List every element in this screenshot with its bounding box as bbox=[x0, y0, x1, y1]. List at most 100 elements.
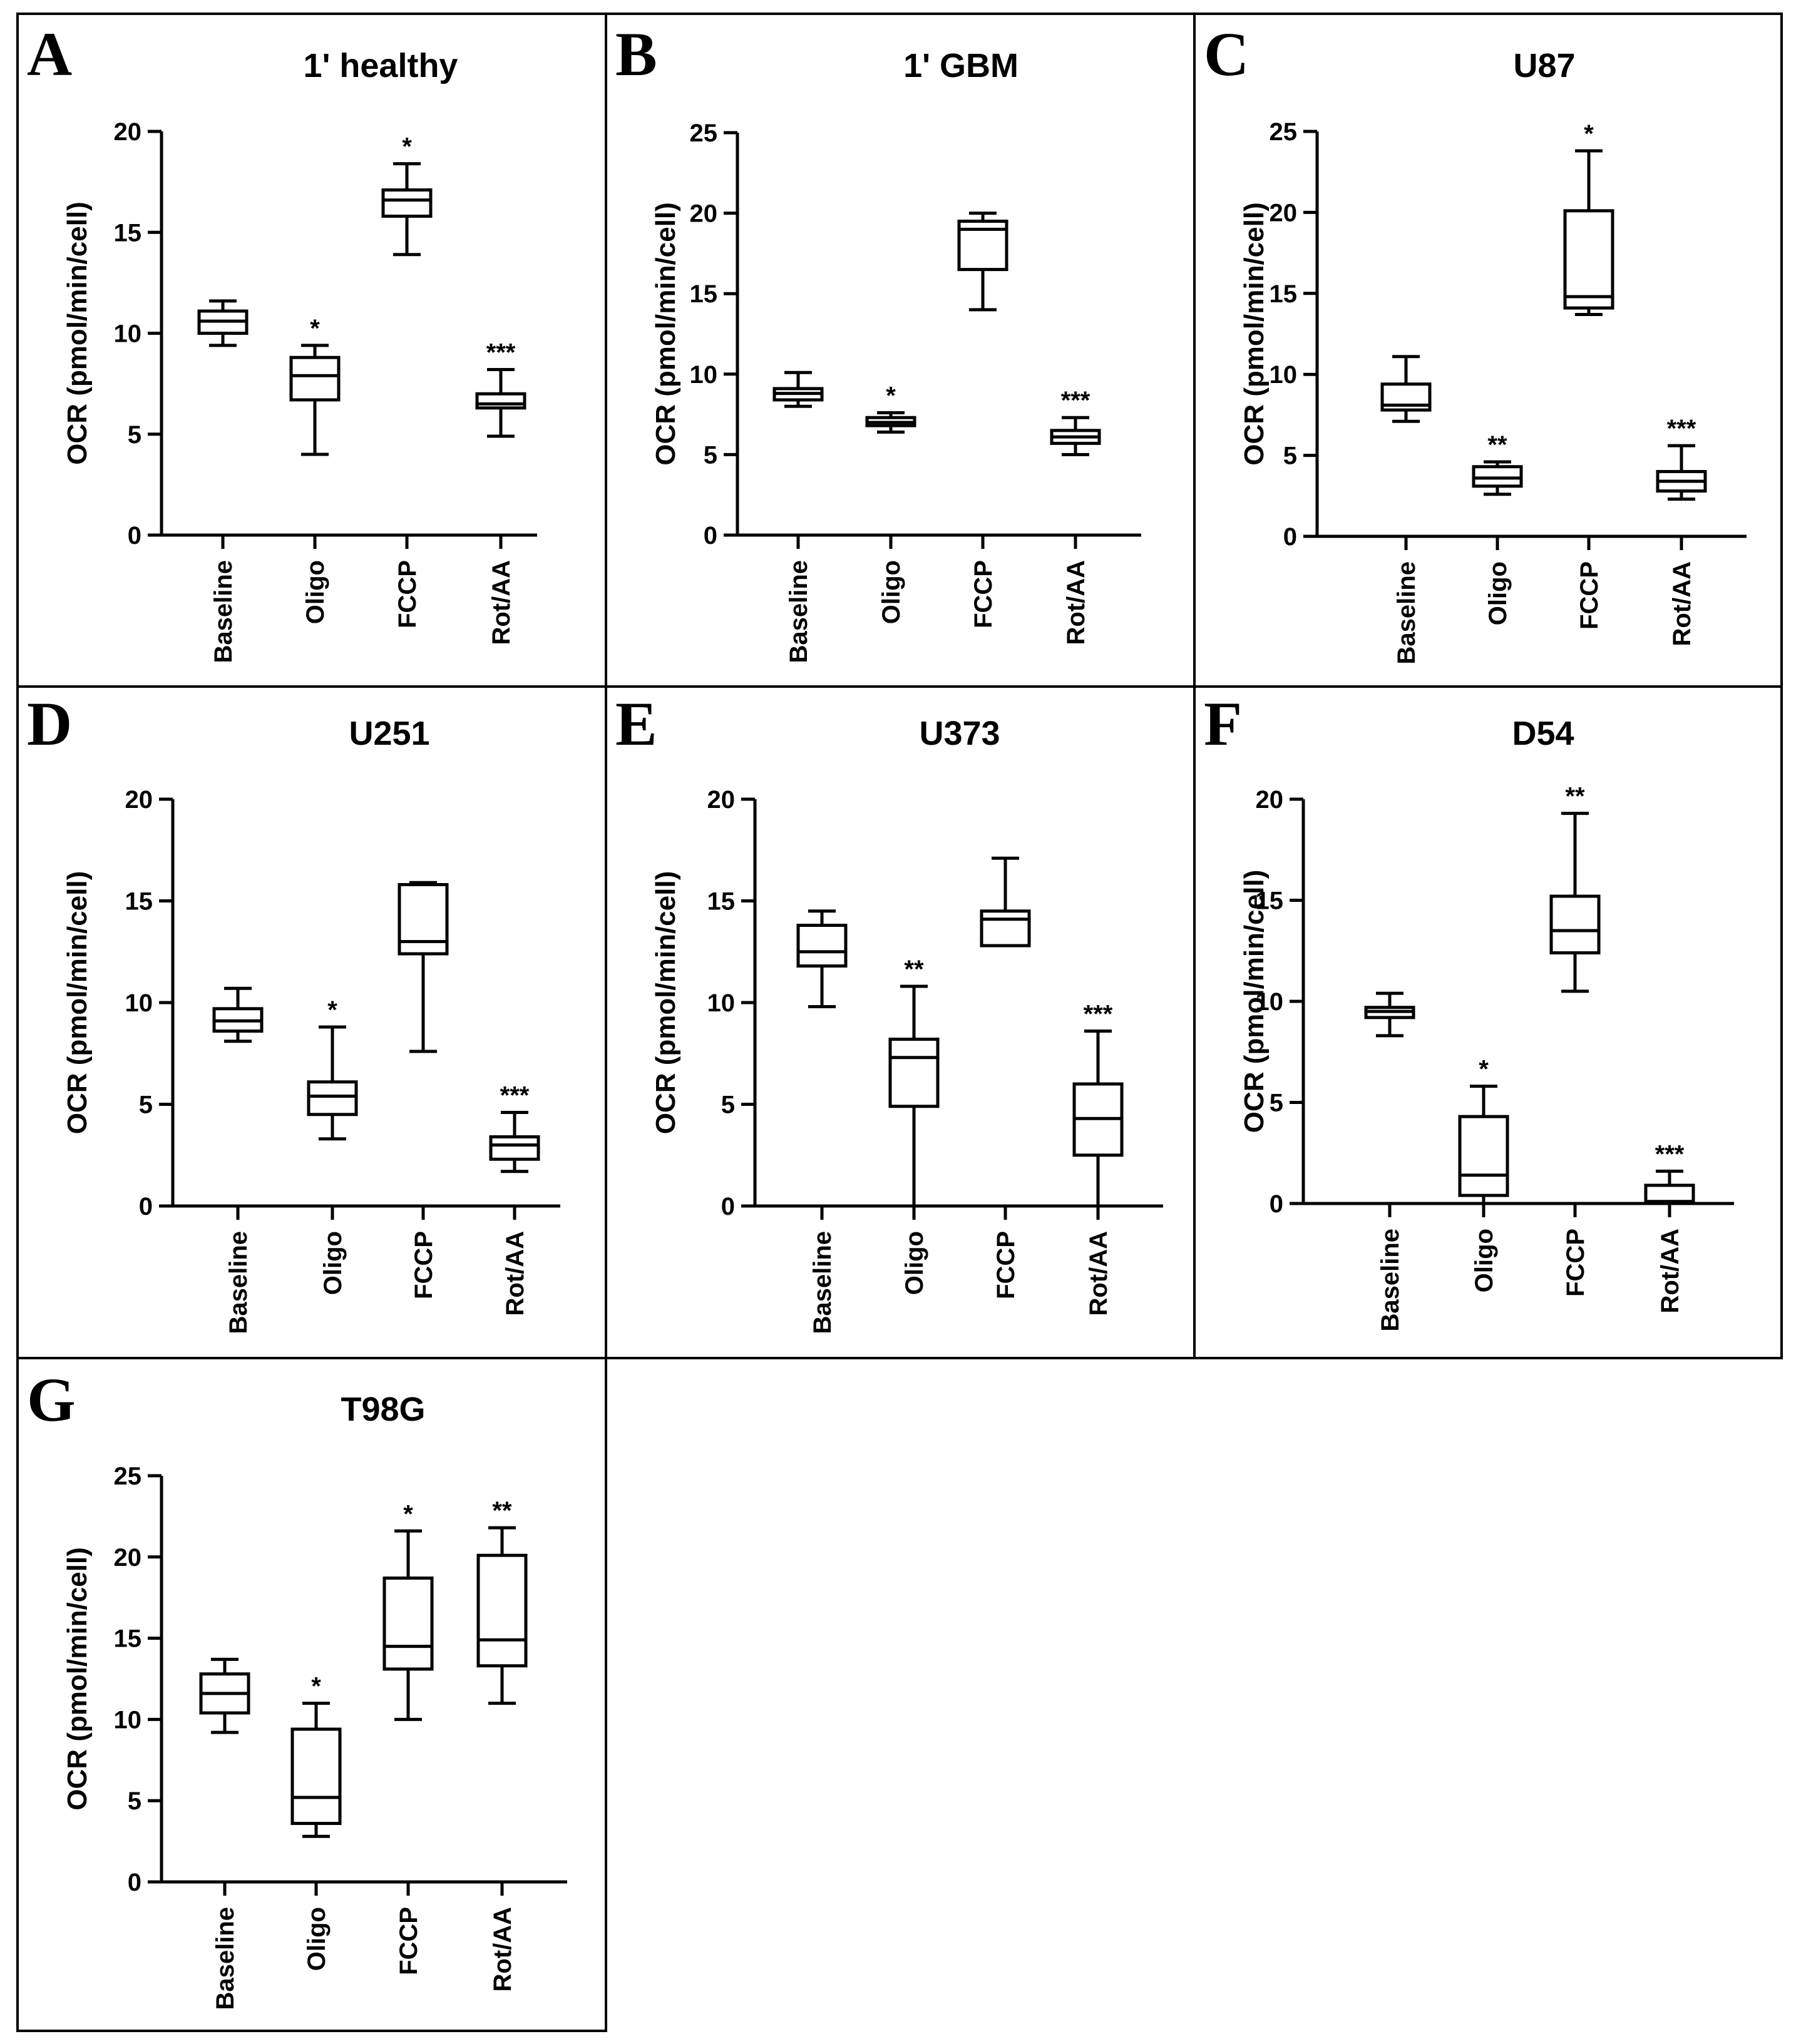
box-rot-aa: *** bbox=[475, 339, 526, 438]
box-rot-aa: *** bbox=[1050, 387, 1101, 456]
y-tick-label: 0 bbox=[139, 1193, 153, 1220]
box-rot-aa: *** bbox=[1644, 1140, 1695, 1205]
category-label: Rot/AA bbox=[501, 1231, 529, 1316]
y-tick-label: 15 bbox=[114, 219, 142, 247]
y-tick-label: 10 bbox=[707, 989, 736, 1017]
panel-title: U373 bbox=[919, 715, 1000, 752]
y-tick-label: 20 bbox=[707, 786, 736, 814]
box-oligo: * bbox=[865, 382, 916, 434]
y-tick-label: 20 bbox=[114, 118, 142, 146]
category-label: Baseline bbox=[225, 1231, 252, 1334]
category-label: Rot/AA bbox=[1668, 561, 1696, 646]
box-oligo: * bbox=[1458, 1056, 1509, 1205]
category-label: FCCP bbox=[395, 1907, 423, 1975]
y-tick-label: 15 bbox=[125, 888, 153, 916]
category-label: Oligo bbox=[901, 1231, 928, 1295]
significance-marker: ** bbox=[1565, 783, 1585, 810]
y-axis-label: OCR (pmol/min/cell) bbox=[62, 202, 93, 464]
box-iqr bbox=[382, 1576, 434, 1671]
panel-border bbox=[1193, 685, 1783, 1359]
category-label: Oligo bbox=[303, 1907, 331, 1971]
y-tick-label: 25 bbox=[690, 120, 718, 147]
panel-title: 1' GBM bbox=[903, 47, 1019, 84]
box-rot-aa: *** bbox=[489, 1082, 540, 1173]
category-label: Oligo bbox=[319, 1231, 347, 1295]
box-baseline bbox=[212, 986, 264, 1043]
box-iqr bbox=[1549, 894, 1601, 954]
box-fccp bbox=[980, 856, 1031, 948]
box-fccp: * bbox=[382, 1500, 434, 1721]
y-tick-label: 0 bbox=[1270, 1190, 1283, 1218]
panel-b: B 1' GBM 0 5 10 15 20 25 OCR (pmol/min/cell) Base… bbox=[605, 13, 1196, 688]
panel-letter: E bbox=[615, 689, 657, 759]
y-axis-label: OCR (pmol/min/cell) bbox=[1239, 202, 1270, 465]
panel-f: F D54 0 5 10 15 20 OCR (pmol/min/cell) Baseline O… bbox=[1193, 685, 1783, 1359]
y-axis-label: OCR (pmol/min/cell) bbox=[62, 1547, 93, 1810]
y-tick-label: 5 bbox=[139, 1091, 153, 1119]
significance-marker: * bbox=[311, 1672, 321, 1700]
panel-letter: A bbox=[27, 19, 72, 89]
y-axis-label: OCR (pmol/min/cell) bbox=[1239, 870, 1270, 1133]
significance-marker: *** bbox=[1061, 387, 1090, 414]
y-tick-label: 0 bbox=[1283, 523, 1297, 551]
panel-title: U87 bbox=[1513, 47, 1575, 84]
significance-marker: *** bbox=[486, 339, 516, 367]
y-tick-label: 10 bbox=[114, 1706, 142, 1734]
y-tick-label: 25 bbox=[114, 1463, 142, 1490]
box-iqr bbox=[476, 1553, 528, 1668]
category-label: Rot/AA bbox=[489, 1907, 516, 1992]
y-tick-label: 20 bbox=[1270, 199, 1298, 227]
y-tick-label: 15 bbox=[1270, 280, 1298, 308]
box-iqr bbox=[796, 924, 848, 968]
y-tick-label: 10 bbox=[125, 989, 153, 1017]
significance-marker: *** bbox=[1667, 415, 1696, 442]
y-tick-label: 20 bbox=[125, 786, 153, 814]
box-iqr bbox=[290, 1727, 342, 1826]
category-label: FCCP bbox=[1576, 561, 1603, 630]
panel-title: U251 bbox=[349, 715, 429, 752]
significance-marker: *** bbox=[1655, 1140, 1685, 1168]
y-tick-label: 0 bbox=[704, 522, 717, 549]
significance-marker: ** bbox=[492, 1497, 512, 1525]
y-tick-label: 15 bbox=[690, 280, 718, 308]
box-oligo: ** bbox=[1472, 431, 1523, 496]
y-tick-label: 20 bbox=[114, 1544, 142, 1571]
box-iqr bbox=[475, 392, 526, 410]
category-label: Oligo bbox=[1484, 561, 1512, 625]
panel-letter: F bbox=[1204, 689, 1242, 759]
significance-marker: *** bbox=[500, 1082, 530, 1110]
category-label: Rot/AA bbox=[1656, 1229, 1684, 1314]
panel-a: A 1' healthy 0 5 10 15 20 OCR (pmol/min/cell) Ba… bbox=[16, 13, 607, 688]
y-tick-label: 10 bbox=[1256, 988, 1284, 1016]
box-fccp: ** bbox=[1549, 783, 1601, 993]
y-tick-label: 10 bbox=[1270, 361, 1298, 389]
box-iqr bbox=[1472, 465, 1523, 488]
box-iqr bbox=[980, 909, 1031, 948]
category-label: Oligo bbox=[1470, 1229, 1498, 1292]
y-axis-label: OCR (pmol/min/cell) bbox=[650, 871, 681, 1134]
significance-marker: ** bbox=[1487, 431, 1507, 459]
panel-c: C U87 0 5 10 15 20 25 OCR (pmol/min/cell) Baselin… bbox=[1193, 13, 1783, 688]
y-tick-label: 5 bbox=[128, 421, 141, 449]
category-label: Baseline bbox=[809, 1231, 836, 1334]
box-baseline bbox=[1380, 355, 1432, 423]
box-oligo: * bbox=[289, 315, 341, 456]
panel-title: T98G bbox=[341, 1391, 425, 1428]
y-tick-label: 0 bbox=[721, 1193, 735, 1220]
panel-letter: G bbox=[27, 1365, 76, 1434]
significance-marker: * bbox=[403, 1500, 413, 1528]
box-rot-aa: ** bbox=[476, 1497, 528, 1705]
box-iqr bbox=[489, 1135, 540, 1161]
box-fccp: * bbox=[381, 133, 433, 257]
y-tick-label: 0 bbox=[128, 1869, 141, 1896]
y-tick-label: 5 bbox=[721, 1091, 735, 1119]
box-iqr bbox=[381, 188, 433, 218]
y-tick-label: 5 bbox=[704, 441, 717, 469]
y-tick-label: 15 bbox=[707, 888, 736, 916]
box-iqr bbox=[289, 355, 341, 402]
significance-marker: *** bbox=[1084, 1001, 1113, 1028]
significance-marker: * bbox=[1479, 1056, 1489, 1083]
box-baseline bbox=[796, 909, 848, 1008]
category-label: FCCP bbox=[992, 1231, 1020, 1299]
significance-marker: * bbox=[886, 382, 896, 410]
